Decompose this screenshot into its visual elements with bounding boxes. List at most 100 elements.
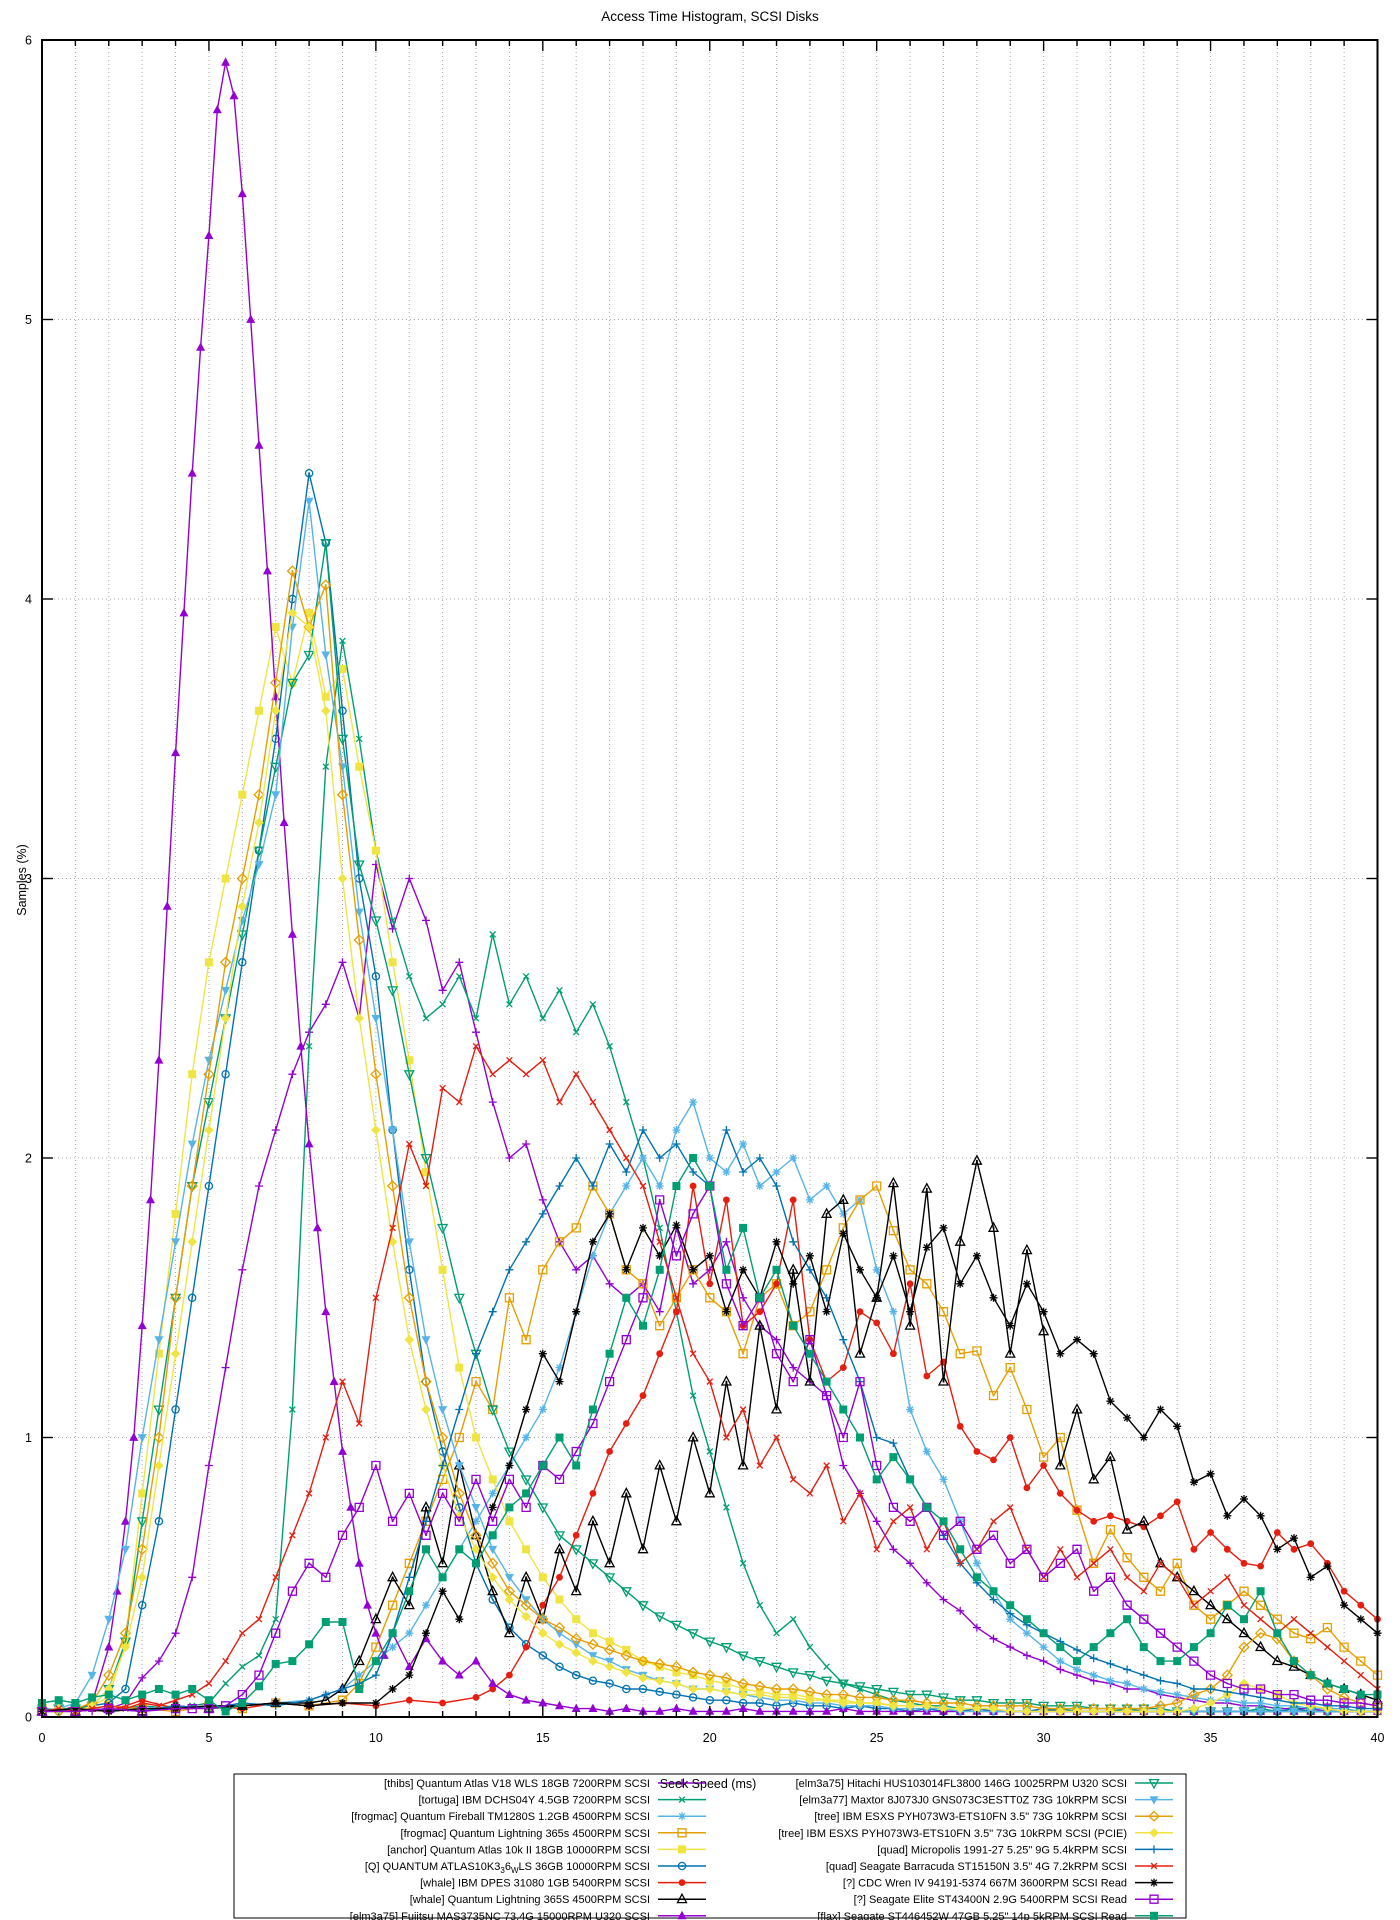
marker-triangle-open [437,1556,449,1568]
marker-tri-down-open [353,860,365,871]
marker-square-filled [188,1070,197,1079]
marker-square-filled [271,1659,280,1668]
marker-triangle-filled [521,1695,531,1704]
marker-dot [124,1632,127,1635]
marker-asterisk [1290,1534,1298,1543]
marker-square-open [1172,1558,1182,1568]
marker-plus [789,1237,798,1246]
marker-triangle-open [487,1584,499,1596]
marker-dot [725,1646,728,1649]
marker-asterisk [839,1209,848,1218]
marker-cross [673,1294,680,1302]
marker-dot [558,1534,561,1537]
marker-asterisk [705,1251,714,1260]
marker-square-filled [405,1056,414,1065]
marker-tri-down-open [720,1643,732,1654]
marker-dot [291,1590,294,1593]
marker-dot [875,1464,878,1467]
marker-dot [274,737,277,740]
marker-square-open [1255,1684,1266,1694]
marker-triangle-open [754,1319,766,1330]
marker-square-open [471,1474,481,1485]
marker-dot [792,1268,795,1271]
marker-dot [625,1688,628,1690]
marker-triangle-open [687,1431,699,1442]
marker-dot [1343,1646,1346,1649]
marker-square-open [1189,1600,1199,1610]
marker-cross [806,1643,814,1651]
marker-tri-down-open [837,1679,849,1690]
marker-square-open [1038,1572,1049,1582]
marker-triangle-filled [638,1706,648,1715]
marker-square-filled [605,1637,614,1646]
marker-dot [358,877,361,880]
marker-dot [391,1520,394,1523]
marker-circle-open [187,1293,197,1303]
marker-square-filled [438,1573,447,1582]
marker-dot [859,1696,861,1699]
marker-diamond-open [620,1649,633,1662]
legend-entry-seagate-elite: [?] Seagate Elite ST43400N 2.9G 5400RPM … [854,1894,1173,1906]
marker-triangle-filled [504,1689,514,1698]
marker-dot [525,1604,528,1607]
marker-cross [806,1490,814,1497]
marker-asterisk [1006,1615,1015,1624]
marker-tri-down-open [637,1601,649,1612]
marker-circle-open [221,1069,230,1079]
marker-dot [591,1643,594,1646]
marker-plus [872,1433,881,1442]
marker-cross [773,1434,780,1441]
marker-tri-down-filled [555,1629,564,1639]
marker-diamond-filled [1022,1706,1032,1717]
marker-dot [625,1338,628,1341]
marker-circle-filled [923,1372,931,1380]
marker-dot [909,1268,912,1271]
marker-dot [458,1520,461,1523]
marker-plus [455,1405,464,1414]
marker-asterisk [1240,1699,1248,1707]
marker-dot [808,1310,811,1313]
series-line-frogmac-lightning-365s [41,1185,1378,1713]
marker-plus [655,1154,664,1162]
marker-square-open [1272,1689,1282,1700]
marker-dot [725,1699,728,1702]
marker-dot [975,1159,978,1162]
marker-diamond-filled [1205,1698,1216,1708]
marker-dot [692,1212,695,1215]
marker-square-open [1072,1505,1082,1515]
marker-cross [923,1545,931,1553]
marker-cross [1307,1629,1315,1637]
marker-square-filled [689,1154,698,1162]
marker-dot [992,1226,995,1229]
marker-square-filled [255,706,263,715]
marker-square-open [1189,1656,1199,1666]
marker-diamond-filled [120,1642,131,1652]
marker-asterisk [772,1237,781,1246]
marker-diamond-open [470,1529,482,1542]
marker-asterisk [1156,1405,1165,1414]
marker-dot [541,1268,544,1271]
marker-circle-open [154,1517,164,1526]
marker-square-filled [305,1640,314,1649]
marker-plus [678,1779,686,1787]
marker-circle-filled [1107,1512,1114,1520]
marker-square-filled [171,1209,180,1218]
marker-asterisk [906,1405,915,1414]
marker-asterisk [655,1182,664,1190]
marker-tri-down-filled [371,1014,381,1024]
marker-asterisk [422,1629,430,1638]
marker-dot [1259,1646,1262,1649]
marker-square-filled [588,1629,597,1638]
marker-triangle-filled [677,1910,687,1920]
marker-square-open [371,1460,381,1471]
marker-square-open [738,1349,748,1359]
marker-dot [408,1073,411,1076]
marker-dot [875,1688,878,1690]
marker-dot [341,709,344,712]
marker-dot [859,1380,861,1383]
marker-square-open [70,1706,81,1717]
marker-cross [823,1663,830,1671]
marker-asterisk [355,1671,364,1680]
